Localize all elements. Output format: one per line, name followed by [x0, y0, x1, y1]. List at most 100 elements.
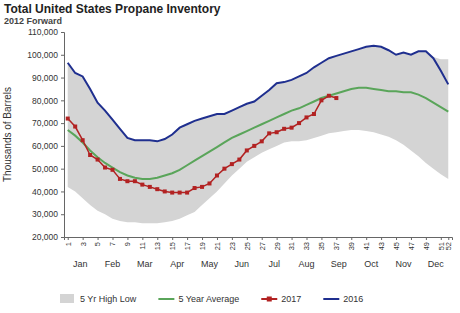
band-area: [68, 46, 449, 224]
legend-label: 5 Year Average: [178, 294, 239, 304]
marker: [275, 130, 279, 134]
marker: [312, 112, 316, 116]
y-tick: 60,000: [32, 141, 64, 151]
x-tick-label: 43: [377, 242, 386, 250]
x-tick: 52: [444, 237, 453, 250]
marker: [327, 94, 331, 98]
x-tick-mark: [247, 237, 248, 240]
subtitle: 2012 Forward: [4, 16, 62, 26]
x-tick: 29: [273, 237, 282, 250]
y-tick-mark: [61, 237, 64, 238]
x-tick-mark: [232, 237, 233, 240]
month-label: Apr: [170, 259, 184, 269]
x-tick: 43: [377, 237, 386, 250]
marker: [125, 179, 129, 183]
marker: [178, 191, 182, 195]
y-tick: 110,000: [28, 27, 64, 37]
x-tick: 35: [317, 237, 326, 250]
x-tick-label: 9: [123, 242, 132, 246]
x-tick-label: 29: [273, 242, 282, 250]
x-tick-mark: [396, 237, 397, 240]
series-line: [68, 46, 449, 142]
x-tick-label: 25: [243, 242, 252, 250]
x-tick-label: 41: [362, 242, 371, 250]
x-tick-mark: [172, 237, 173, 240]
x-tick-label: 27: [258, 242, 267, 250]
x-tick-mark: [411, 237, 412, 240]
marker: [282, 127, 286, 131]
legend-marker: [267, 297, 272, 302]
x-tick-label: 11: [138, 242, 147, 250]
x-tick: 41: [362, 237, 371, 250]
x-tick: 9: [123, 237, 132, 246]
x-tick-mark: [292, 237, 293, 240]
x-tick-mark: [127, 237, 128, 240]
marker: [193, 186, 197, 190]
y-tick-mark: [61, 214, 64, 215]
y-tick-mark: [61, 169, 64, 170]
y-axis-title: Thousands of Barrels: [2, 87, 13, 182]
y-tick-mark: [61, 32, 64, 33]
x-tick-mark: [381, 237, 382, 240]
y-tick-label: 90,000: [32, 73, 58, 83]
y-tick-label: 50,000: [32, 164, 58, 174]
x-tick-mark: [98, 237, 99, 240]
marker: [230, 162, 234, 166]
y-tick-mark: [61, 100, 64, 101]
x-tick-label: 47: [407, 242, 416, 250]
legend: 5 Yr High Low5 Year Average20172016: [60, 294, 363, 304]
marker: [319, 98, 323, 102]
x-tick-label: 5: [93, 242, 102, 246]
x-tick-label: 39: [347, 242, 356, 250]
x-tick: 21: [213, 237, 222, 250]
x-tick-label: 37: [332, 242, 341, 250]
x-tick-label: 13: [153, 242, 162, 250]
x-tick-label: 3: [79, 242, 88, 246]
x-tick-mark: [142, 237, 143, 240]
x-tick: 13: [153, 237, 162, 250]
y-tick: 30,000: [32, 209, 64, 219]
marker: [297, 121, 301, 125]
marker: [170, 191, 174, 195]
marker: [245, 148, 249, 152]
legend-swatch: [158, 298, 174, 300]
y-tick-label: 60,000: [32, 141, 58, 151]
x-tick-mark: [351, 237, 352, 240]
y-tick-label: 100,000: [27, 50, 58, 60]
x-tick: 23: [228, 237, 237, 250]
x-tick-label: 33: [302, 242, 311, 250]
x-tick: 27: [258, 237, 267, 250]
marker: [133, 179, 137, 183]
y-tick-mark: [61, 78, 64, 79]
month-label: Jan: [73, 259, 88, 269]
y-tick-label: 110,000: [28, 27, 58, 37]
y-tick: 20,000: [32, 232, 64, 242]
marker: [334, 96, 338, 100]
x-tick: 31: [287, 237, 296, 250]
marker: [200, 185, 204, 189]
legend-label: 2017: [281, 294, 301, 304]
x-tick-mark: [262, 237, 263, 240]
month-label: Sep: [331, 259, 347, 269]
x-tick: 1: [64, 237, 73, 246]
legend-item: 2016: [323, 294, 363, 304]
y-axis-line: [61, 33, 65, 238]
marker: [73, 125, 77, 129]
x-tick: 17: [183, 237, 192, 250]
legend-label: 2016: [343, 294, 363, 304]
y-tick-mark: [61, 123, 64, 124]
x-tick-label: 7: [108, 242, 117, 246]
legend-item: 5 Year Average: [158, 294, 239, 304]
x-tick-label: 52: [444, 242, 453, 250]
y-tick: 40,000: [32, 187, 64, 197]
legend-item: 2017: [261, 294, 301, 304]
month-label: Aug: [298, 259, 314, 269]
x-tick-mark: [448, 237, 449, 240]
x-tick: 45: [392, 237, 401, 250]
x-tick-mark: [336, 237, 337, 240]
y-tick-label: 70,000: [32, 118, 58, 128]
series-line: [68, 96, 337, 193]
x-tick-mark: [113, 237, 114, 240]
marker: [81, 138, 85, 142]
marker: [215, 174, 219, 178]
